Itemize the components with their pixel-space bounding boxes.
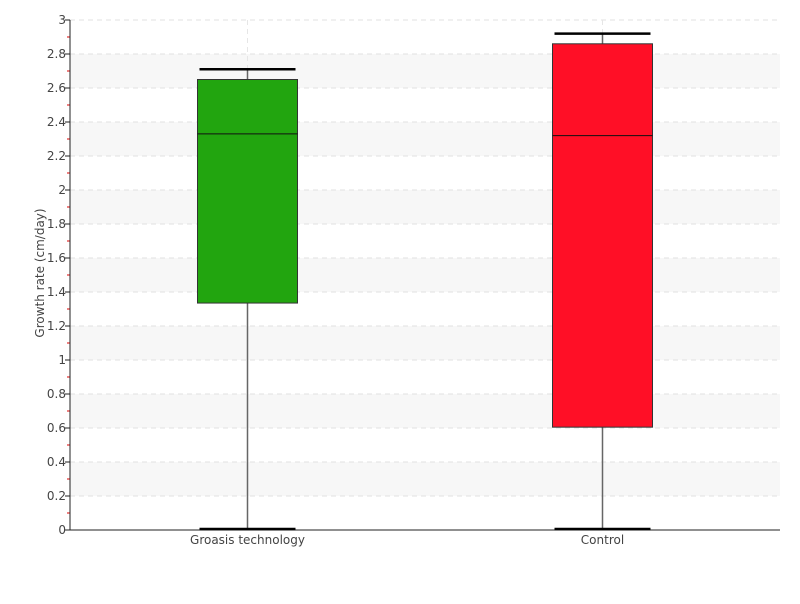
grid-band — [70, 326, 780, 360]
grid-band — [70, 54, 780, 88]
grid-band — [70, 258, 780, 292]
grid-band — [70, 394, 780, 428]
y-tick-label: 0.2 — [47, 489, 66, 503]
y-tick-label: 1.4 — [47, 285, 66, 299]
grid-band — [70, 122, 780, 156]
y-tick-label: 3 — [58, 13, 66, 27]
y-tick-label: 1.8 — [47, 217, 66, 231]
y-tick-label: 0.6 — [47, 421, 66, 435]
y-axis-label: Growth rate (cm/day) — [33, 208, 47, 337]
y-tick-label: 0 — [58, 523, 66, 537]
grid-band — [70, 190, 780, 224]
y-tick-label: 2.2 — [47, 149, 66, 163]
y-tick-label: 0.8 — [47, 387, 66, 401]
grid-band — [70, 462, 780, 496]
y-tick-label: 2.4 — [47, 115, 66, 129]
y-tick-label: 1.2 — [47, 319, 66, 333]
x-tick-label: Groasis technology — [190, 533, 305, 547]
x-tick-label: Control — [581, 533, 624, 547]
axes: 0 0.2 0.4 0.6 0.8 1 1.2 1.4 1.6 1.8 2 2.2 2.4 2.6 2.8 3… — [47, 13, 780, 547]
box-0 — [197, 79, 298, 304]
y-tick-label: 1 — [58, 353, 66, 367]
y-tick-label: 1.6 — [47, 251, 66, 265]
y-tick-label: 0.4 — [47, 455, 66, 469]
box-1 — [552, 43, 653, 428]
plot-bands — [70, 54, 780, 496]
boxes — [197, 32, 653, 531]
y-tick-label: 2 — [58, 183, 66, 197]
y-tick-label: 2.6 — [47, 81, 66, 95]
y-tick-label: 2.8 — [47, 47, 66, 61]
